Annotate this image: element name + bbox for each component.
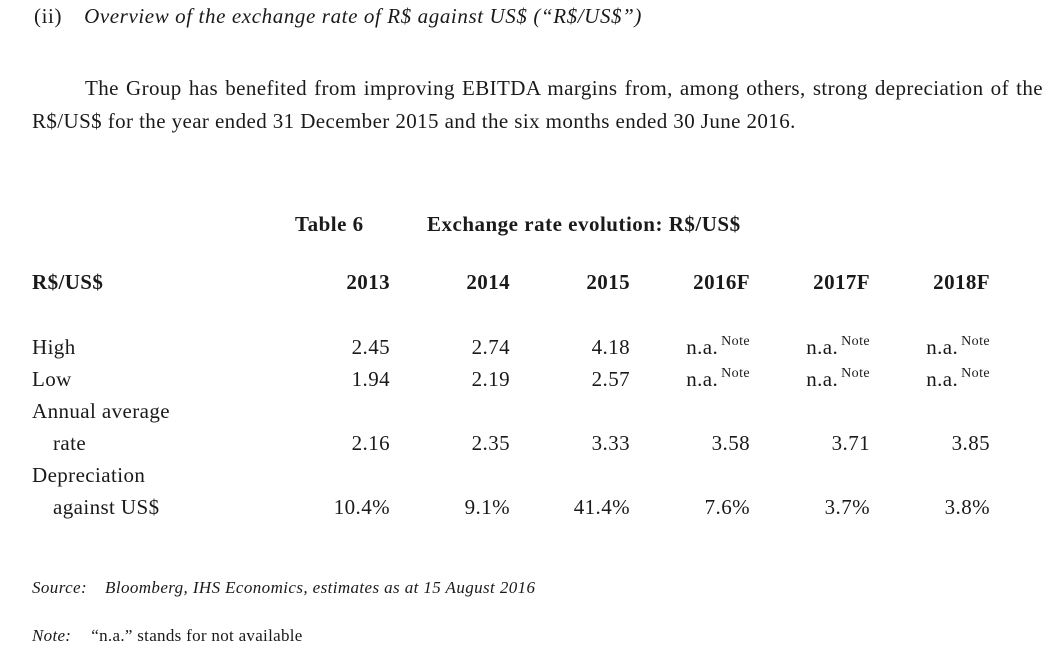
note-text: “n.a.” stands for not available xyxy=(91,626,303,645)
header-cell: R$/US$ xyxy=(32,269,104,294)
header-cell: 2018F xyxy=(933,269,990,294)
table-row-label-line: Depreciation xyxy=(32,459,990,491)
table-cell: n.a. Note xyxy=(926,366,990,391)
source-label: Source: xyxy=(32,578,88,597)
table-cell: 2.19 xyxy=(471,366,510,391)
table-cell: n.a. Note xyxy=(686,334,750,359)
header-cell: 2016F xyxy=(693,269,750,294)
table-cell: n.a. Note xyxy=(806,366,870,391)
table-row: against US$ 10.4% 9.1% 41.4% 7.6% 3.7% 3… xyxy=(32,491,990,523)
header-cell: 2013 xyxy=(346,269,390,294)
table-cell: 7.6% xyxy=(704,494,750,519)
row-label: Annual average xyxy=(32,398,170,423)
table-cell: 2.16 xyxy=(351,430,390,455)
table-cell: 2.35 xyxy=(471,430,510,455)
row-label: High xyxy=(32,334,76,359)
section-heading: (ii) Overview of the exchange rate of R$ … xyxy=(34,4,642,29)
table-cell: 10.4% xyxy=(333,494,390,519)
note-marker: Note xyxy=(961,334,990,349)
source-line: Source: Bloomberg, IHS Economics, estimat… xyxy=(32,578,535,598)
table-cell: 3.85 xyxy=(951,430,990,455)
table-cell: 2.57 xyxy=(591,366,630,391)
table-cell: n.a. Note xyxy=(926,334,990,359)
table-cell: 3.58 xyxy=(711,430,750,455)
exchange-rate-table: R$/US$ 2013 2014 2015 2016F 2017F 2018F … xyxy=(32,265,990,523)
note-marker: Note xyxy=(721,334,750,349)
table-title: Exchange rate evolution: R$/US$ xyxy=(427,212,741,236)
note-marker: Note xyxy=(841,366,870,381)
section-number: (ii) xyxy=(34,4,63,28)
row-label: Depreciation xyxy=(32,462,146,487)
table-cell: 4.18 xyxy=(591,334,630,359)
note-marker: Note xyxy=(961,366,990,381)
table-cell: 3.8% xyxy=(944,494,990,519)
table-cell: n.a. Note xyxy=(806,334,870,359)
header-cell: 2015 xyxy=(586,269,630,294)
table-cell: 3.71 xyxy=(831,430,870,455)
header-cell: 2017F xyxy=(813,269,870,294)
table-cell: 1.94 xyxy=(351,366,390,391)
table-number: Table 6 xyxy=(295,212,364,236)
row-label: rate xyxy=(53,430,87,455)
note-label: Note: xyxy=(32,626,72,645)
section-title: Overview of the exchange rate of R$ agai… xyxy=(84,4,643,28)
header-cell: 2014 xyxy=(466,269,510,294)
table-row-label-line: Annual average xyxy=(32,395,990,427)
table-cell: 3.33 xyxy=(591,430,630,455)
table-cell: 2.74 xyxy=(471,334,510,359)
table-cell: 9.1% xyxy=(464,494,510,519)
table-header-row: R$/US$ 2013 2014 2015 2016F 2017F 2018F xyxy=(32,265,990,299)
table-cell: 2.45 xyxy=(351,334,390,359)
body-paragraph: The Group has benefited from improving E… xyxy=(32,76,1043,133)
table-row: Low 1.94 2.19 2.57 n.a. Note n.a. Note n.a… xyxy=(32,363,990,395)
source-text: Bloomberg, IHS Economics, estimates as a… xyxy=(105,578,536,597)
table-cell: 41.4% xyxy=(573,494,630,519)
table-row: rate 2.16 2.35 3.33 3.58 3.71 3.85 xyxy=(32,427,990,459)
note-marker: Note xyxy=(841,334,870,349)
table-cell: 3.7% xyxy=(824,494,870,519)
table-cell: n.a. Note xyxy=(686,366,750,391)
row-label: against US$ xyxy=(53,494,160,519)
note-marker: Note xyxy=(721,366,750,381)
note-line: Note: “n.a.” stands for not available xyxy=(32,626,303,646)
row-label: Low xyxy=(32,366,72,391)
table-row: High 2.45 2.74 4.18 n.a. Note n.a. Note n.… xyxy=(32,331,990,363)
